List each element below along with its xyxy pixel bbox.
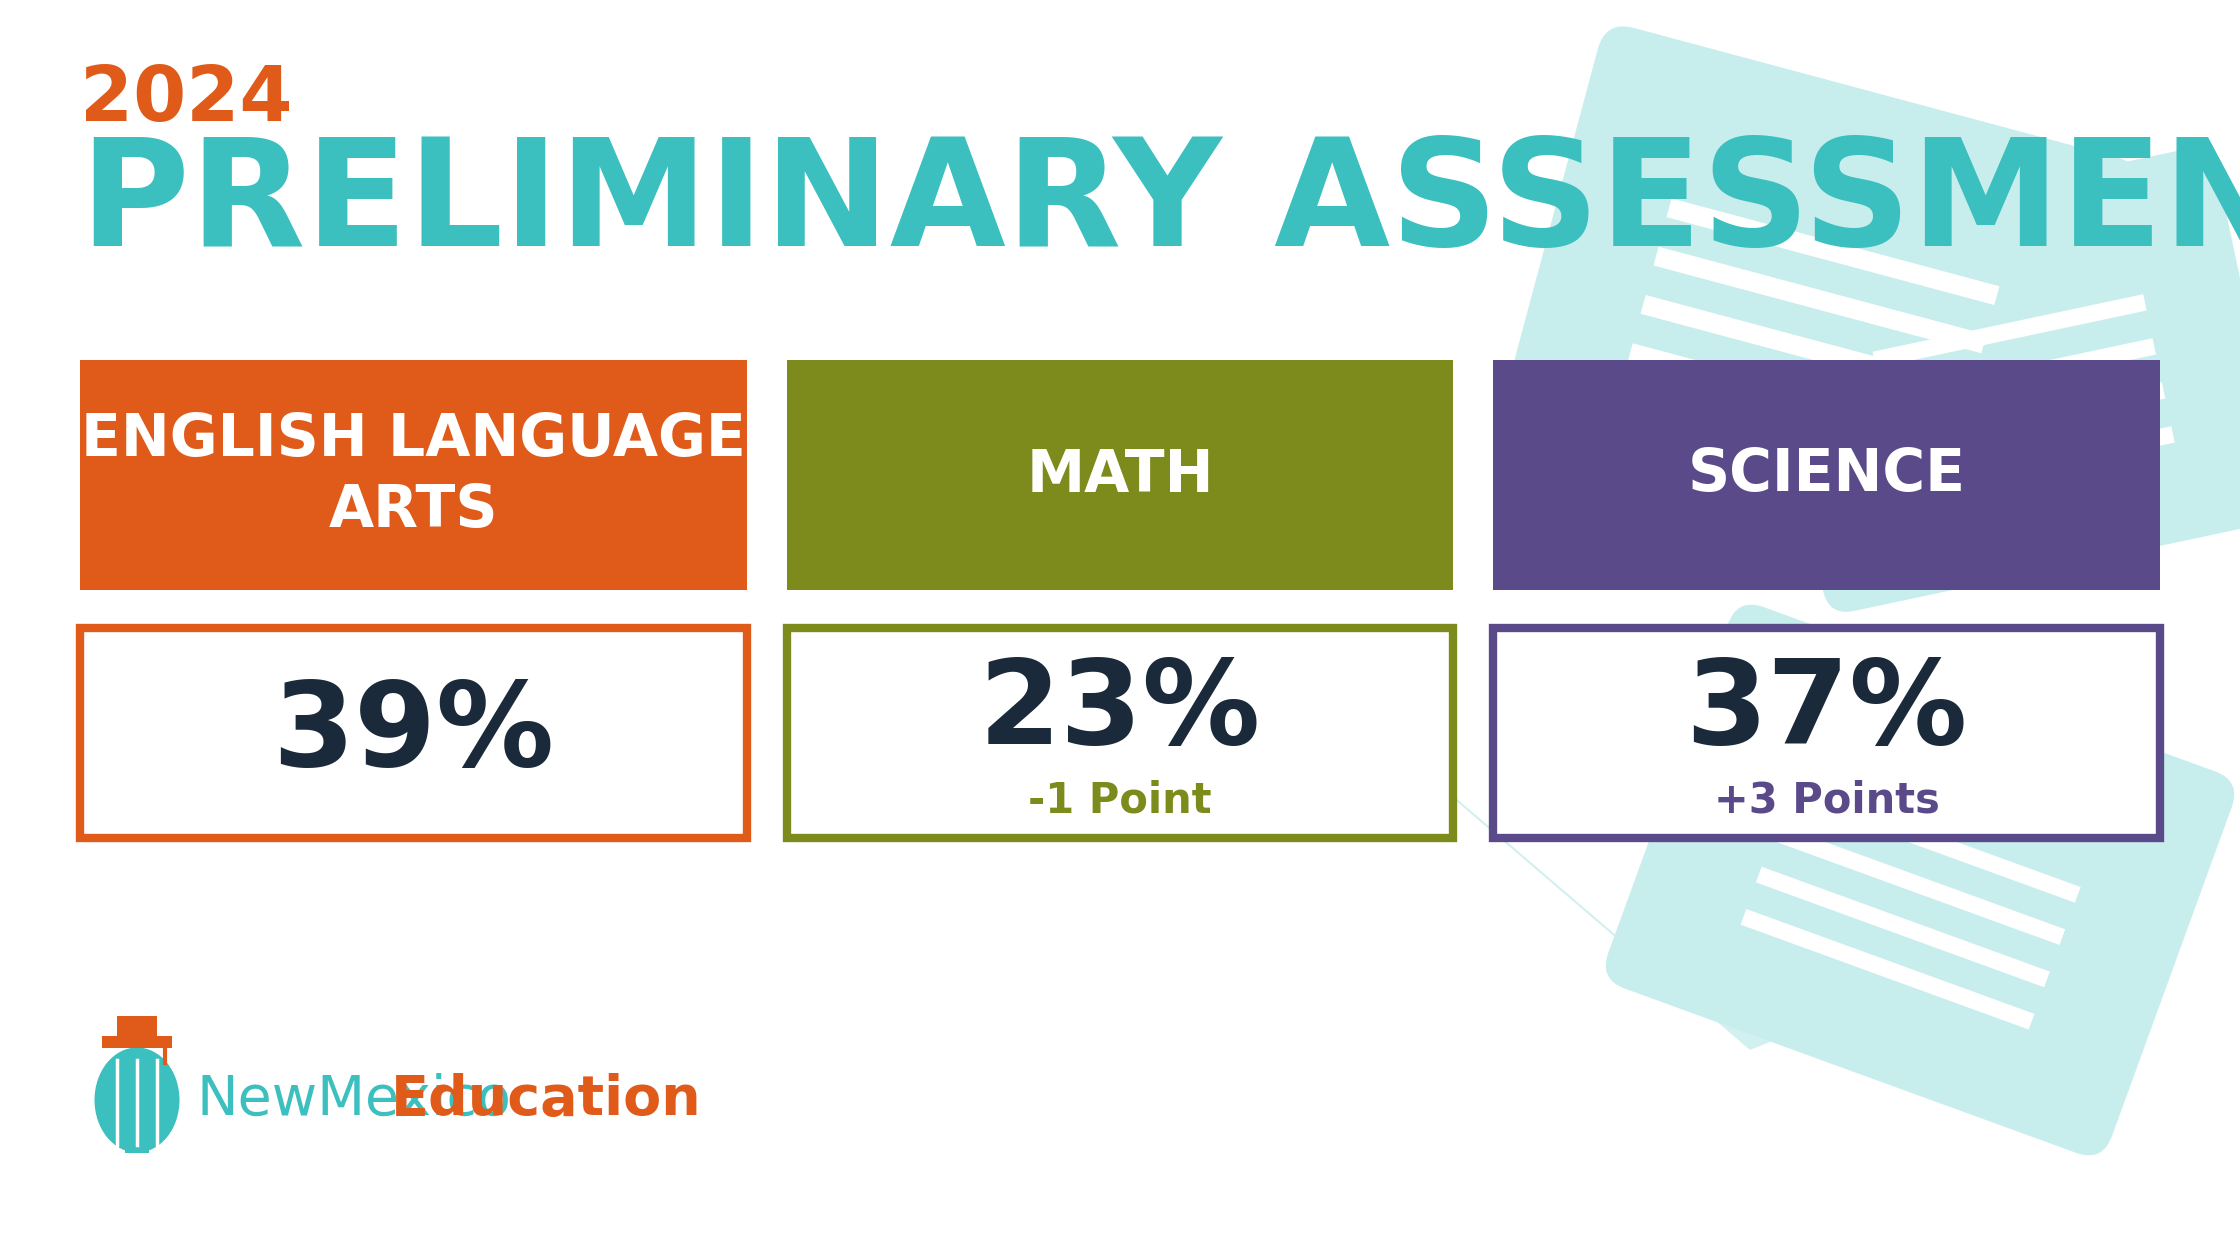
Text: NewMexico: NewMexico [197,1074,513,1126]
FancyBboxPatch shape [1754,149,2240,612]
Text: MATH: MATH [1026,446,1214,504]
Text: Education: Education [390,1074,701,1126]
FancyBboxPatch shape [786,627,1454,838]
Text: 2024: 2024 [81,63,293,137]
Text: 39%: 39% [273,675,553,790]
Text: PRELIMINARY ASSESSMENT RESULTS: PRELIMINARY ASSESSMENT RESULTS [81,132,2240,277]
Ellipse shape [94,1047,179,1153]
FancyBboxPatch shape [81,627,746,838]
FancyBboxPatch shape [1494,627,2159,838]
FancyBboxPatch shape [1494,360,2159,590]
FancyBboxPatch shape [81,360,746,590]
Bar [116,1016,157,1036]
Text: ENGLISH LANGUAGE
ARTS: ENGLISH LANGUAGE ARTS [81,411,746,539]
Text: SCIENCE: SCIENCE [1687,446,1967,504]
Polygon shape [1351,709,1801,1050]
FancyBboxPatch shape [1606,605,2233,1155]
FancyBboxPatch shape [125,1138,150,1153]
Bar [103,1036,172,1048]
FancyBboxPatch shape [786,360,1454,590]
Text: -1 Point: -1 Point [1028,779,1212,822]
Text: 37%: 37% [1684,654,1967,770]
FancyBboxPatch shape [1501,26,2139,573]
Text: +3 Points: +3 Points [1714,779,1940,822]
Text: 23%: 23% [979,654,1261,770]
